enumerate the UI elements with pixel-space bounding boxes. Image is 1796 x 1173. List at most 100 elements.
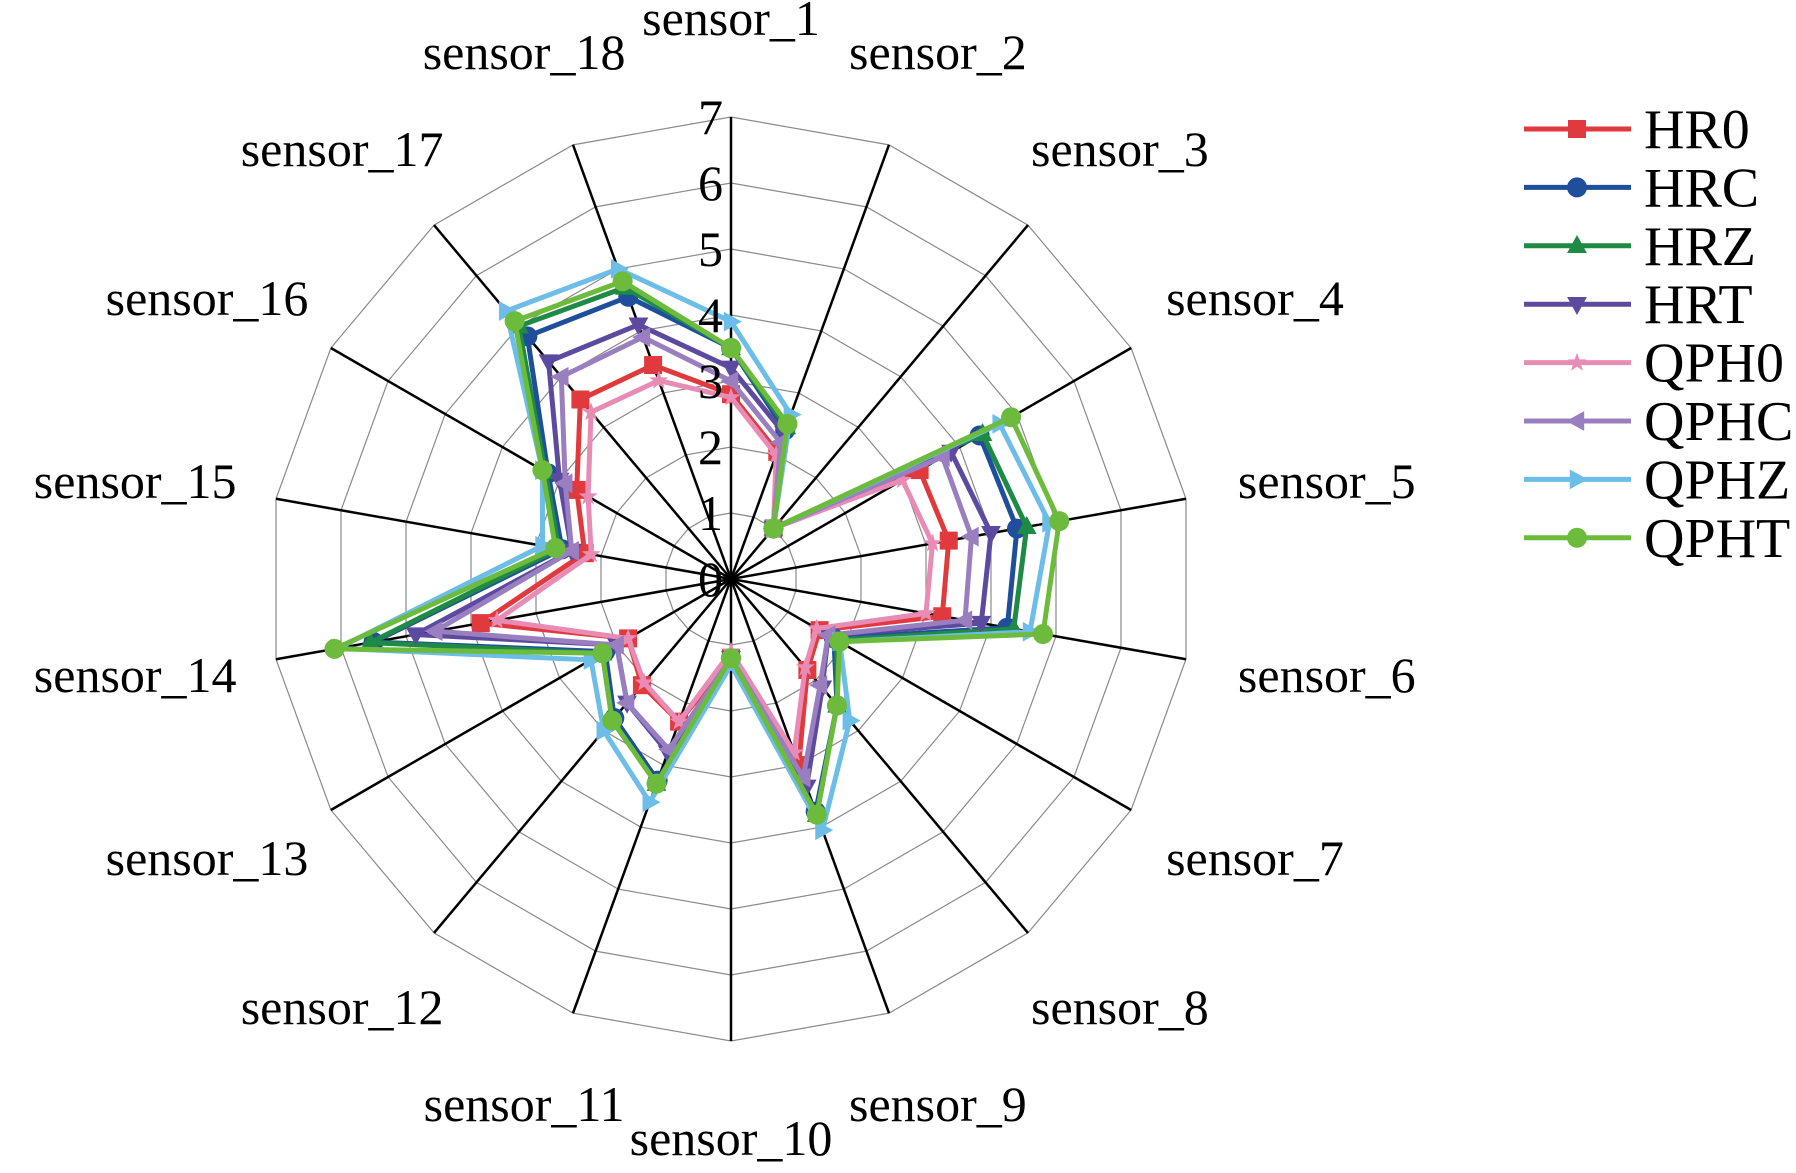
data-point xyxy=(939,531,958,550)
data-point xyxy=(777,413,798,434)
data-point xyxy=(721,338,741,358)
data-point xyxy=(581,402,601,421)
series-hrc xyxy=(363,286,1027,822)
category-label: sensor_12 xyxy=(241,979,444,1035)
data-point xyxy=(596,720,615,741)
data-point xyxy=(1016,516,1037,535)
data-point xyxy=(628,317,649,336)
data-point xyxy=(806,804,827,825)
data-point xyxy=(646,773,667,794)
data-point xyxy=(792,767,811,788)
category-label: sensor_16 xyxy=(106,270,309,326)
data-point xyxy=(960,526,979,547)
data-point xyxy=(1001,407,1022,428)
data-point xyxy=(1567,297,1587,315)
data-point xyxy=(723,311,742,332)
data-point xyxy=(618,628,638,647)
series-qpht xyxy=(324,271,1070,825)
category-label: sensor_17 xyxy=(241,121,444,177)
data-point xyxy=(720,371,739,391)
axis-spoke xyxy=(275,497,732,581)
category-label: sensor_3 xyxy=(1031,121,1209,177)
legend-item: QPH0 xyxy=(1524,333,1784,395)
tick-label: 0 xyxy=(698,551,723,607)
legend-label: QPHZ xyxy=(1644,449,1790,511)
data-point xyxy=(581,544,601,563)
data-point xyxy=(1567,235,1587,253)
axis-spoke xyxy=(330,577,732,812)
series-group xyxy=(324,259,1070,841)
legend-label: QPH0 xyxy=(1644,333,1784,395)
data-point xyxy=(971,615,992,634)
legend-label: HRT xyxy=(1644,274,1753,336)
data-point xyxy=(1567,352,1587,371)
axis-spoke xyxy=(330,346,732,581)
legend-item: QPHZ xyxy=(1524,449,1790,511)
axis-spoke xyxy=(729,144,891,580)
tick-label: 1 xyxy=(698,485,723,541)
axis-spoke xyxy=(730,578,1029,934)
data-point xyxy=(815,820,834,841)
data-point xyxy=(642,792,661,813)
legend-label: QPHC xyxy=(1644,391,1793,453)
data-point xyxy=(669,711,689,730)
axis-spoke xyxy=(433,578,732,934)
data-point xyxy=(471,614,490,633)
data-point xyxy=(809,675,828,696)
data-point xyxy=(807,618,827,637)
category-label: sensor_9 xyxy=(849,1076,1027,1132)
legend-item: HR0 xyxy=(1524,99,1750,161)
category-label: sensor_4 xyxy=(1166,270,1344,326)
axis-spoke xyxy=(730,577,1132,812)
data-point xyxy=(766,445,786,463)
data-point xyxy=(1567,527,1587,548)
data-point xyxy=(634,672,654,691)
data-point xyxy=(827,695,848,716)
tick-label: 4 xyxy=(698,287,723,343)
data-point xyxy=(1049,511,1070,532)
data-point xyxy=(550,366,569,387)
data-point xyxy=(554,473,573,494)
legend-label: HRZ xyxy=(1644,216,1756,278)
legend-label: QPHT xyxy=(1644,508,1790,570)
axis-spoke xyxy=(730,497,1187,581)
data-point xyxy=(545,538,566,559)
tick-label: 6 xyxy=(698,155,723,211)
data-point xyxy=(324,638,345,659)
category-label: sensor_2 xyxy=(849,24,1027,80)
radial-tick-labels: 0 1 2 3 4 5 6 7 xyxy=(698,89,723,607)
tick-label: 3 xyxy=(698,353,723,409)
data-point xyxy=(612,271,633,292)
data-point xyxy=(1567,177,1587,198)
data-point xyxy=(923,533,942,552)
legend-item: QPHT xyxy=(1524,508,1790,570)
category-label: sensor_14 xyxy=(34,647,237,703)
legend-item: HRT xyxy=(1524,274,1753,336)
data-point xyxy=(632,327,651,348)
data-point xyxy=(931,447,950,467)
axis-spoke xyxy=(729,578,891,1014)
data-point xyxy=(954,610,973,631)
data-point xyxy=(487,610,507,629)
tick-label: 2 xyxy=(698,419,723,475)
data-point xyxy=(498,301,517,321)
legend-item: HRZ xyxy=(1524,216,1756,278)
data-point xyxy=(829,631,850,652)
data-point xyxy=(649,370,669,389)
data-point xyxy=(605,635,624,655)
data-point xyxy=(592,643,613,664)
category-label: sensor_5 xyxy=(1238,453,1416,509)
data-point xyxy=(721,648,741,669)
data-point xyxy=(538,354,559,373)
data-point xyxy=(893,470,912,489)
data-point xyxy=(644,356,663,375)
data-point xyxy=(916,603,936,622)
data-point xyxy=(616,692,635,713)
data-point xyxy=(571,390,590,409)
data-point xyxy=(842,710,861,731)
data-point xyxy=(1566,411,1585,431)
legend-label: HR0 xyxy=(1644,99,1750,161)
